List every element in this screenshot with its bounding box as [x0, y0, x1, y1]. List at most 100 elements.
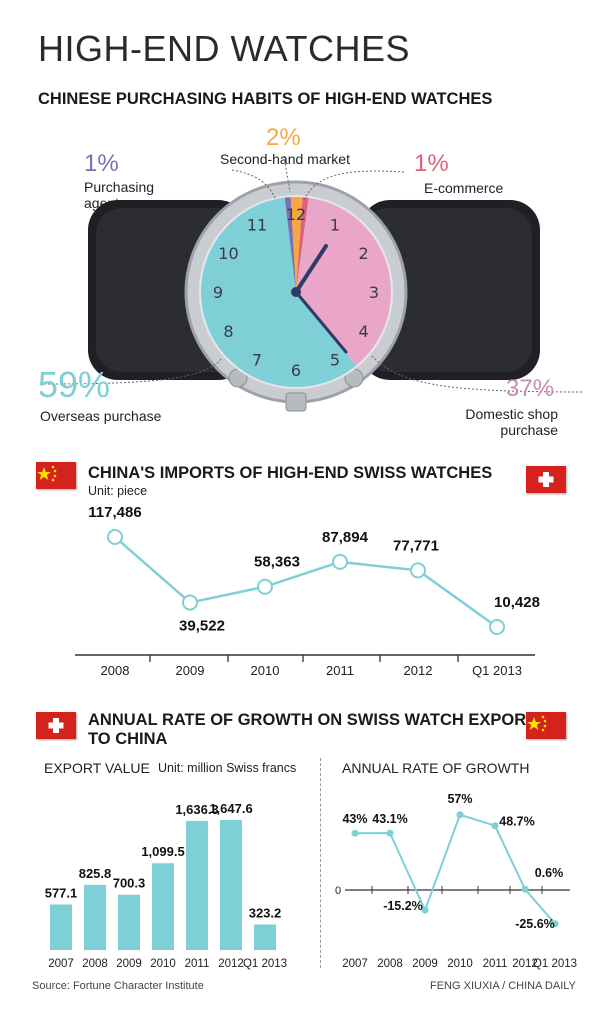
section3-title-line1: ANNUAL RATE OF GROWTH ON SWISS WATCH EXP… — [88, 711, 548, 729]
pie-label-overseas-name: Overseas purchase — [40, 408, 162, 424]
export-bar-value-label: 323.2 — [249, 905, 282, 920]
dial-numeral: 12 — [286, 205, 306, 224]
growth-point-q1-2013 — [551, 920, 559, 928]
pie-label-second-hand-pct: 2% — [266, 124, 301, 151]
growth-x-tick-label: 2007 — [342, 958, 368, 970]
growth-x-tick-label: 2009 — [412, 958, 438, 970]
page-title: HIGH-END WATCHES — [38, 28, 410, 69]
growth-rate-title: ANNUAL RATE OF GROWTH — [342, 760, 530, 776]
dial-numeral: 7 — [252, 351, 262, 370]
pie-label-second-hand-name: Second-hand market — [220, 151, 350, 167]
china-flag-icon-2 — [526, 712, 566, 739]
swiss-flag-icon — [526, 466, 566, 493]
imports-x-tick-label: 2009 — [176, 663, 205, 678]
export-bar-2009 — [118, 894, 140, 950]
export-x-tick-label: Q1 2013 — [243, 958, 287, 970]
pie-slices — [199, 195, 393, 389]
growth-value-label: -25.6% — [515, 917, 555, 931]
imports-line-chart: 117,486 39,522 58,363 87,894 77,771 10,428 200… — [75, 504, 540, 678]
watch-bezel — [199, 195, 393, 389]
leader-line-overseas — [39, 357, 223, 385]
section3-title-line2: TO CHINA — [88, 730, 168, 748]
imports-point-2009 — [182, 594, 198, 611]
export-bar-value-label: 1,647.6 — [209, 801, 252, 816]
imports-series-line — [114, 536, 498, 629]
pie-label-domestic-pct: 37% — [506, 375, 555, 402]
dial-numeral: 5 — [330, 351, 340, 370]
growth-value-label: -15.2% — [383, 899, 423, 913]
export-bar-value-label: 1,636.3 — [175, 802, 218, 817]
credit-note: FENG XIUXIA / CHINA DAILY — [430, 980, 576, 992]
export-x-tick-label: 2012 — [218, 958, 244, 970]
export-x-tick-label: 2010 — [150, 958, 176, 970]
source-note: Source: Fortune Character Institute — [32, 980, 204, 992]
dial-numeral: 2 — [358, 244, 368, 263]
export-value-unit: Unit: million Swiss francs — [158, 761, 297, 775]
imports-x-tick-label: Q1 2013 — [472, 663, 522, 678]
watch-center-pin — [291, 287, 301, 297]
export-bar-value-label: 825.8 — [79, 866, 112, 881]
section1-title: CHINESE PURCHASING HABITS OF HIGH-END WA… — [38, 90, 493, 108]
imports-x-tick-label: 2012 — [404, 663, 433, 678]
growth-value-label: 43% — [342, 812, 367, 826]
dial-numeral: 6 — [291, 361, 301, 380]
imports-x-tick-label: 2010 — [251, 663, 280, 678]
imports-x-tick-label: 2008 — [101, 663, 130, 678]
china-flag-icon — [36, 462, 76, 489]
export-bar-value-label: 1,099.5 — [141, 844, 184, 859]
growth-point-2010 — [456, 811, 464, 819]
dial-numeral: 3 — [369, 283, 379, 302]
imports-point-q1-2013 — [489, 619, 505, 635]
imports-value-label: 117,486 — [88, 504, 141, 521]
growth-value-label: 57% — [447, 792, 472, 806]
pie-label-domestic-name: Domestic shop purchase — [465, 406, 558, 438]
pie-label-ecommerce-name: E-commerce — [424, 180, 504, 196]
growth-point-2009 — [421, 906, 429, 914]
growth-x-tick-label: 2008 — [377, 958, 403, 970]
watch-hour-hand — [294, 244, 328, 294]
imports-point-2010 — [257, 578, 273, 595]
dial-numeral: 10 — [218, 244, 238, 263]
pie-label-agent-pct: 1% — [84, 150, 119, 177]
export-x-tick-label: 2011 — [185, 958, 210, 970]
watch-minute-hand — [294, 290, 348, 354]
imports-point-2012 — [410, 562, 426, 579]
panel-divider — [320, 758, 321, 968]
watch-strap-right-inner — [362, 208, 532, 372]
export-value-bar-chart: 577.1 2007 825.8 2008 700.3 2009 1,099.5 2010 1,… — [45, 801, 287, 970]
growth-point-2012 — [521, 885, 529, 893]
watch-crown — [285, 392, 307, 412]
pie-slice-e-commerce — [296, 196, 309, 292]
export-bar-value-label: 700.3 — [113, 876, 146, 891]
export-bar-2008 — [84, 884, 106, 950]
export-bar-value-label: 577.1 — [45, 885, 78, 900]
imports-point-2011 — [332, 553, 348, 570]
imports-value-label: 87,894 — [322, 529, 369, 546]
dial-numeral: 1 — [330, 215, 340, 234]
imports-value-label: 58,363 — [254, 554, 300, 571]
leader-lines — [39, 155, 583, 393]
section2-unit: Unit: piece — [88, 484, 148, 498]
imports-value-label: 77,771 — [393, 537, 439, 554]
export-x-tick-label: 2007 — [48, 958, 74, 970]
swiss-flag-icon-2 — [36, 712, 76, 739]
growth-rate-line-chart: 0 43% 43.1% -15.2% 57% 48.7% 0.6% -25.6% 2007 200… — [335, 792, 577, 970]
growth-value-label: 0.6% — [535, 866, 564, 880]
pie-slice-overseas-purchase — [199, 196, 357, 388]
imports-value-label: 10,428 — [494, 594, 540, 611]
growth-value-label: 48.7% — [499, 815, 534, 829]
dial-numeral: 4 — [358, 322, 368, 341]
pie-slice-domestic-shop-purchase — [296, 196, 392, 367]
growth-point-2008 — [386, 829, 394, 837]
dial-numeral: 8 — [223, 322, 233, 341]
pie-slice-second-hand-market — [290, 196, 303, 292]
dial-numeral: 9 — [213, 283, 223, 302]
pie-label-ecommerce-pct: 1% — [414, 150, 449, 177]
export-x-tick-label: 2009 — [116, 958, 142, 970]
dial-numeral: 11 — [247, 215, 267, 234]
pie-label-agent-text: Purchasing agent — [84, 179, 155, 211]
export-x-tick-label: 2008 — [82, 958, 108, 970]
pie-label-agent-name: Purchasing agent — [84, 179, 164, 211]
